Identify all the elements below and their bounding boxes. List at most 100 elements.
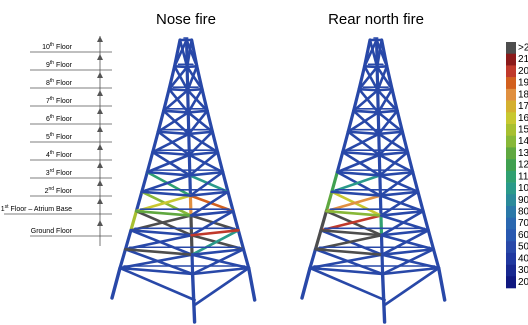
tower-member (326, 192, 331, 211)
colorbar-swatch (506, 253, 516, 265)
tower-member (380, 175, 381, 195)
tower-member (378, 111, 397, 113)
tower-member (423, 211, 428, 230)
floor-label: 4thFloor (46, 150, 73, 159)
colorbar-swatch (506, 89, 516, 101)
arrowhead (97, 126, 103, 132)
colorbar-label: 130 (518, 148, 528, 159)
floor-label: 6thFloor (46, 114, 73, 123)
arrowhead (97, 162, 103, 168)
colorbar-label: >220 (518, 42, 528, 53)
floor-label: 7thFloor (46, 96, 73, 105)
colorbar-swatch (506, 101, 516, 113)
floor-suffix: th (50, 96, 54, 102)
tower-member (192, 255, 193, 274)
colorbar-swatch (506, 42, 516, 54)
colorbar-swatch (506, 124, 516, 136)
colorbar-label: 110 (518, 171, 528, 182)
colorbar-label: 70 (518, 218, 528, 229)
figure: Nose fire Rear north fire 10thFloor9thFl… (0, 0, 528, 325)
floor-word: Floor (56, 80, 73, 87)
tower-member (379, 134, 380, 155)
page: Nose fire Rear north fire 10thFloor9thFl… (0, 0, 528, 325)
panel-title: Nose fire (156, 11, 216, 28)
tower-member (190, 175, 191, 195)
colorbar-swatch (506, 229, 516, 241)
tower-member (191, 216, 192, 236)
floor-number: 10 (42, 44, 50, 51)
floor-word: Floor (56, 98, 73, 105)
floor-word: Ground Floor (31, 228, 73, 235)
colorbar-label: 210 (518, 54, 528, 65)
colorbar-swatch (506, 147, 516, 159)
floor-label: 1stFloor – Atrium Base (1, 204, 72, 213)
tower-member (382, 235, 383, 254)
colorbar-swatch (506, 241, 516, 253)
floor-word: Floor (56, 62, 73, 69)
tower-member (302, 268, 310, 298)
arrowhead (97, 72, 103, 78)
colorbar-label: 30 (518, 265, 528, 276)
tower-member (365, 66, 378, 67)
colorbar-swatch (506, 183, 516, 195)
tower-member (136, 192, 141, 211)
tower-member (238, 230, 243, 249)
tower-member (434, 249, 439, 268)
tower-member (189, 155, 190, 176)
floor-suffix: th (50, 78, 54, 84)
colorbar-label: 40 (518, 253, 528, 264)
colorbar-label: 80 (518, 206, 528, 217)
tower-member (188, 89, 202, 90)
colorbar-swatch (506, 136, 516, 148)
tower-member (310, 249, 315, 268)
tower-member (233, 211, 238, 230)
tower-member (169, 89, 188, 90)
colorbar-label: 140 (518, 136, 528, 147)
colorbar-label: 160 (518, 113, 528, 124)
tower-member (188, 111, 207, 113)
colorbar-label: 190 (518, 78, 528, 89)
colorbar-swatch (506, 112, 516, 124)
colorbar-label: 20 (518, 277, 528, 288)
tower-member (120, 249, 125, 268)
floor-word: Floor (56, 152, 73, 159)
tower-member (382, 255, 383, 274)
arrowhead (97, 180, 103, 186)
arrowhead (97, 90, 103, 96)
floor-suffix: th (50, 132, 54, 138)
tower-member (125, 230, 130, 249)
floor-suffix: th (50, 150, 54, 156)
floor-suffix: st (5, 204, 10, 210)
colorbar-label: 170 (518, 101, 528, 112)
floor-label: 8thFloor (46, 78, 73, 87)
tower-member (321, 211, 326, 230)
tower-member (188, 112, 189, 133)
colorbar-label: 200 (518, 66, 528, 77)
floor-label: 10thFloor (42, 42, 73, 51)
colorbar-label: 100 (518, 183, 528, 194)
arrowhead (97, 54, 103, 60)
tower-member (381, 216, 382, 236)
arrowhead (97, 198, 103, 204)
arrowhead (97, 108, 103, 114)
floor-suffix: nd (48, 186, 54, 192)
floor-suffix: rd (50, 168, 55, 174)
colorbar-swatch (506, 159, 516, 171)
colorbar-label: 50 (518, 242, 528, 253)
floor-word: Floor – Atrium Base (11, 206, 73, 213)
tower-member (359, 89, 378, 90)
tower-member (112, 268, 120, 298)
tower-member (378, 89, 392, 90)
panel-title: Rear north fire (328, 11, 424, 28)
floor-word: Floor (56, 188, 73, 195)
tower-member (244, 249, 249, 268)
floor-suffix: th (50, 42, 54, 48)
colorbar-swatch (506, 276, 516, 288)
floor-label: 9thFloor (46, 60, 73, 69)
floor-word: Floor (56, 116, 73, 123)
colorbar-swatch (506, 206, 516, 218)
colorbar-label: 150 (518, 124, 528, 135)
colorbar-label: 180 (518, 89, 528, 100)
